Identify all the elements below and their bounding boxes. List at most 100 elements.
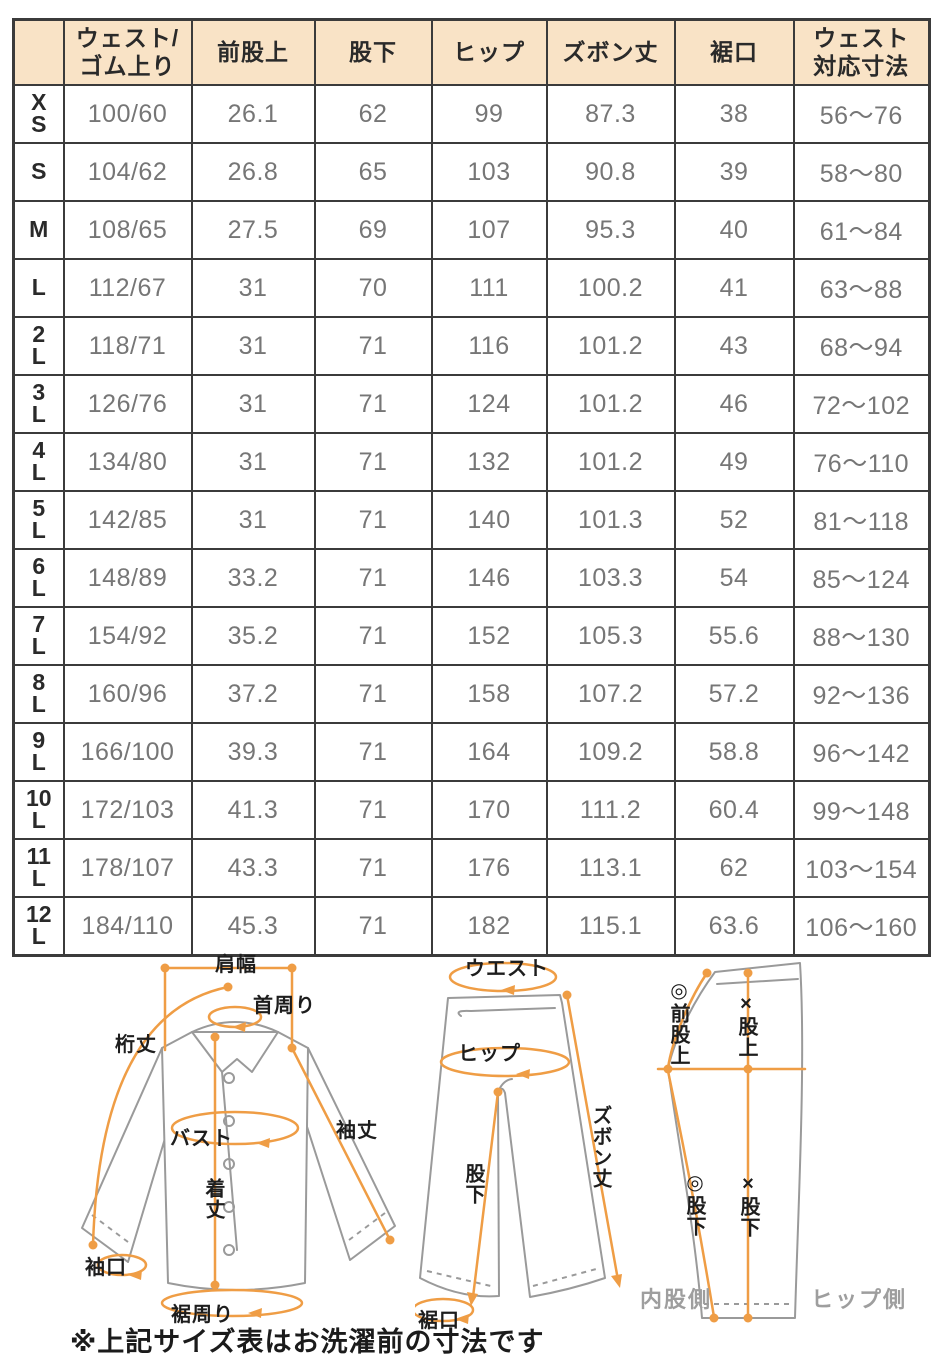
inseam-inner-measure [666,1069,719,1323]
shirt-diagram: 肩幅 首周り 桁丈 バスト 袖丈 着丈 袖口 裾周り [70,950,405,1330]
value-cell: 170 [430,780,548,840]
table-row: 3 L 126/76 31 71 124 101.2 46 72～102 [12,374,931,434]
value-cell: 126/76 [62,374,193,434]
value-cell: 31 [190,374,316,434]
rise-label: ×股上 [735,993,757,1058]
value-cell: 43.3 [190,838,316,898]
hip-measure [439,1046,571,1079]
value-cell: 90.8 [545,142,676,202]
value-cell: 27.5 [190,200,316,260]
value-cell: 71 [313,548,433,608]
value-cell: 31 [190,432,316,492]
value-cell: 172/103 [62,780,193,840]
neck-label: 首周り [253,995,316,1017]
value-cell: 104/62 [62,142,193,202]
value-cell: 108/65 [62,200,193,260]
value-cell: 88～130 [792,606,931,666]
value-cell: 71 [313,316,433,376]
value-cell: 65 [313,142,433,202]
value-cell: 99～148 [792,780,931,840]
pants-length-measure [562,990,622,1288]
value-cell: 39.3 [190,722,316,782]
neck-measure [207,1005,263,1032]
value-cell: 100.2 [545,258,676,318]
column-header: 裾口 [673,18,795,86]
hem-around-measure [160,1288,304,1318]
value-cell: 39 [673,142,795,202]
value-cell: 54 [673,548,795,608]
value-cell: 160/96 [62,664,193,724]
value-cell: 71 [313,896,433,957]
value-cell: 40 [673,200,795,260]
waist-measure [448,961,558,995]
inseam-inner-label: ◎股下 [683,1170,705,1237]
value-cell: 152 [430,606,548,666]
pants-side-outline [667,962,804,1319]
pants-side-diagram: ◎前股上 ×股上 ◎股下 ×股下 内股側 ヒップ側 [600,950,935,1350]
inseam-measure [467,1087,503,1306]
value-cell: 56～76 [792,84,931,144]
size-table-header-row: ウェスト/ゴム上り 前股上 股下 ヒップ ズボン丈 裾口 ウェスト 対応寸法 [12,18,931,86]
size-label-cell: 11 L [12,838,65,898]
hem-measure [415,1297,475,1324]
value-cell: 71 [313,606,433,666]
value-cell: 99 [430,84,548,144]
table-row: 8 L 160/96 37.2 71 158 107.2 57.2 92～136 [12,664,931,724]
value-cell: 112/67 [62,258,193,318]
value-cell: 106～160 [792,896,931,957]
table-row: S 104/62 26.8 65 103 90.8 39 58～80 [12,142,931,202]
size-label-cell: L [12,258,65,318]
bust-measure [170,1110,300,1148]
value-cell: 58.8 [673,722,795,782]
value-cell: 118/71 [62,316,193,376]
value-cell: 182 [430,896,548,957]
wash-note: ※上記サイズ表はお洗濯前の寸法です [70,1327,545,1357]
value-cell: 87.3 [545,84,676,144]
value-cell: 101.2 [545,316,676,376]
table-row: 4 L 134/80 31 71 132 101.2 49 76～110 [12,432,931,492]
body-length-measure [210,1032,220,1290]
front-rise-label: ◎前股上 [667,978,689,1066]
value-cell: 33.2 [190,548,316,608]
value-cell: 101.2 [545,432,676,492]
value-cell: 154/92 [62,606,193,666]
table-row: 10 L 172/103 41.3 71 170 111.2 60.4 99～148 [12,780,931,840]
value-cell: 31 [190,258,316,318]
size-label-cell: 12 L [12,896,65,957]
hem-label: 裾口 [418,1310,460,1332]
cuff-label: 袖口 [85,1257,127,1279]
value-cell: 26.8 [190,142,316,202]
value-cell: 148/89 [62,548,193,608]
table-row: 6 L 148/89 33.2 71 146 103.3 54 85～124 [12,548,931,608]
value-cell: 140 [430,490,548,550]
value-cell: 116 [430,316,548,376]
value-cell: 43 [673,316,795,376]
table-row: 2 L 118/71 31 71 116 101.2 43 68～94 [12,316,931,376]
table-row: 7 L 154/92 35.2 71 152 105.3 55.6 88～130 [12,606,931,666]
size-label-cell: 10 L [12,780,65,840]
column-header: ウェスト/ゴム上り [62,18,193,86]
column-header: ヒップ [430,18,548,86]
column-header: ウェスト 対応寸法 [792,18,931,86]
pants-length-label: ズボン丈 [589,1105,611,1189]
column-header: 股下 [313,18,433,86]
value-cell: 57.2 [673,664,795,724]
rise-measure [743,968,753,1323]
value-cell: 31 [190,316,316,376]
value-cell: 71 [313,780,433,840]
value-cell: 103～154 [792,838,931,898]
value-cell: 71 [313,722,433,782]
value-cell: 37.2 [190,664,316,724]
value-cell: 113.1 [545,838,676,898]
value-cell: 49 [673,432,795,492]
column-header: 前股上 [190,18,316,86]
waist-label: ウエスト [465,958,549,980]
value-cell: 158 [430,664,548,724]
table-row: X S 100/60 26.1 62 99 87.3 38 56～76 [12,84,931,144]
